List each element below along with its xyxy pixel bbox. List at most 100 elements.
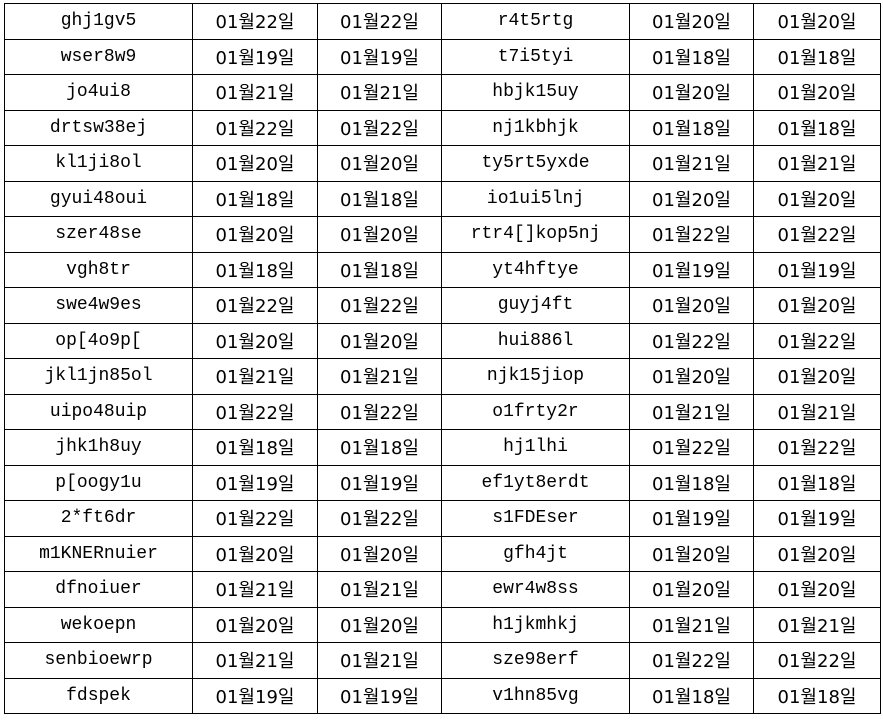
code-cell[interactable]: guyj4ft xyxy=(441,287,630,324)
date-cell[interactable]: 01월19일 xyxy=(192,464,318,501)
code-cell[interactable]: swe4w9es xyxy=(4,287,193,324)
date-cell[interactable]: 01월18일 xyxy=(192,429,318,466)
date-cell[interactable]: 01월19일 xyxy=(629,500,754,537)
code-cell[interactable]: io1ui5lnj xyxy=(441,180,630,217)
code-cell[interactable]: jkl1jn85ol xyxy=(4,358,193,395)
code-cell[interactable]: ty5rt5yxde xyxy=(441,145,630,182)
date-cell[interactable]: 01월20일 xyxy=(317,145,442,182)
date-cell[interactable]: 01월20일 xyxy=(317,606,442,643)
date-cell[interactable]: 01월21일 xyxy=(753,606,881,643)
date-cell[interactable]: 01월21일 xyxy=(192,571,318,608)
date-cell[interactable]: 01월20일 xyxy=(192,145,318,182)
date-cell[interactable]: 01월21일 xyxy=(629,606,754,643)
date-cell[interactable]: 01월20일 xyxy=(192,535,318,572)
date-cell[interactable]: 01월22일 xyxy=(192,393,318,430)
code-cell[interactable]: kl1ji8ol xyxy=(4,145,193,182)
date-cell[interactable]: 01월21일 xyxy=(317,358,442,395)
date-cell[interactable]: 01월22일 xyxy=(629,322,754,359)
date-cell[interactable]: 01월20일 xyxy=(317,216,442,253)
date-cell[interactable]: 01월19일 xyxy=(753,251,881,288)
date-cell[interactable]: 01월22일 xyxy=(317,393,442,430)
date-cell[interactable]: 01월20일 xyxy=(629,287,754,324)
date-cell[interactable]: 01월22일 xyxy=(753,642,881,679)
date-cell[interactable]: 01월22일 xyxy=(317,109,442,146)
code-cell[interactable]: sze98erf xyxy=(441,642,630,679)
date-cell[interactable]: 01월20일 xyxy=(753,3,881,40)
date-cell[interactable]: 01월19일 xyxy=(317,677,442,714)
date-cell[interactable]: 01월22일 xyxy=(317,500,442,537)
date-cell[interactable]: 01월22일 xyxy=(629,642,754,679)
code-cell[interactable]: njk15jiop xyxy=(441,358,630,395)
code-cell[interactable]: ef1yt8erdt xyxy=(441,464,630,501)
date-cell[interactable]: 01월22일 xyxy=(192,500,318,537)
date-cell[interactable]: 01월20일 xyxy=(192,322,318,359)
date-cell[interactable]: 01월20일 xyxy=(753,180,881,217)
date-cell[interactable]: 01월19일 xyxy=(629,251,754,288)
date-cell[interactable]: 01월22일 xyxy=(753,216,881,253)
date-cell[interactable]: 01월20일 xyxy=(629,571,754,608)
date-cell[interactable]: 01월18일 xyxy=(192,251,318,288)
code-cell[interactable]: rtr4[]kop5nj xyxy=(441,216,630,253)
date-cell[interactable]: 01월22일 xyxy=(317,3,442,40)
code-cell[interactable]: wser8w9 xyxy=(4,38,193,75)
date-cell[interactable]: 01월18일 xyxy=(629,677,754,714)
date-cell[interactable]: 01월20일 xyxy=(753,74,881,111)
code-cell[interactable]: hbjk15uy xyxy=(441,74,630,111)
date-cell[interactable]: 01월20일 xyxy=(629,180,754,217)
code-cell[interactable]: jo4ui8 xyxy=(4,74,193,111)
date-cell[interactable]: 01월18일 xyxy=(317,180,442,217)
code-cell[interactable]: r4t5rtg xyxy=(441,3,630,40)
code-cell[interactable]: gyui48oui xyxy=(4,180,193,217)
code-cell[interactable]: t7i5tyi xyxy=(441,38,630,75)
code-cell[interactable]: s1FDEser xyxy=(441,500,630,537)
code-cell[interactable]: wekoepn xyxy=(4,606,193,643)
code-cell[interactable]: jhk1h8uy xyxy=(4,429,193,466)
date-cell[interactable]: 01월18일 xyxy=(753,38,881,75)
date-cell[interactable]: 01월18일 xyxy=(753,677,881,714)
code-cell[interactable]: op[4o9p[ xyxy=(4,322,193,359)
date-cell[interactable]: 01월19일 xyxy=(192,677,318,714)
date-cell[interactable]: 01월18일 xyxy=(629,464,754,501)
date-cell[interactable]: 01월22일 xyxy=(753,322,881,359)
date-cell[interactable]: 01월21일 xyxy=(629,145,754,182)
date-cell[interactable]: 01월20일 xyxy=(753,571,881,608)
date-cell[interactable]: 01월21일 xyxy=(317,642,442,679)
date-cell[interactable]: 01월21일 xyxy=(629,393,754,430)
date-cell[interactable]: 01월21일 xyxy=(192,642,318,679)
date-cell[interactable]: 01월20일 xyxy=(192,216,318,253)
code-cell[interactable]: p[oogy1u xyxy=(4,464,193,501)
code-cell[interactable]: yt4hftye xyxy=(441,251,630,288)
date-cell[interactable]: 01월18일 xyxy=(192,180,318,217)
date-cell[interactable]: 01월20일 xyxy=(317,535,442,572)
date-cell[interactable]: 01월22일 xyxy=(317,287,442,324)
code-cell[interactable]: gfh4jt xyxy=(441,535,630,572)
code-cell[interactable]: szer48se xyxy=(4,216,193,253)
code-cell[interactable]: v1hn85vg xyxy=(441,677,630,714)
date-cell[interactable]: 01월22일 xyxy=(753,429,881,466)
date-cell[interactable]: 01월22일 xyxy=(192,109,318,146)
date-cell[interactable]: 01월20일 xyxy=(753,358,881,395)
date-cell[interactable]: 01월19일 xyxy=(317,38,442,75)
date-cell[interactable]: 01월21일 xyxy=(317,74,442,111)
date-cell[interactable]: 01월18일 xyxy=(317,429,442,466)
date-cell[interactable]: 01월22일 xyxy=(629,429,754,466)
date-cell[interactable]: 01월22일 xyxy=(192,287,318,324)
code-cell[interactable]: fdspek xyxy=(4,677,193,714)
code-cell[interactable]: h1jkmhkj xyxy=(441,606,630,643)
date-cell[interactable]: 01월20일 xyxy=(753,535,881,572)
date-cell[interactable]: 01월21일 xyxy=(753,393,881,430)
date-cell[interactable]: 01월20일 xyxy=(753,287,881,324)
code-cell[interactable]: o1frty2r xyxy=(441,393,630,430)
date-cell[interactable]: 01월18일 xyxy=(753,109,881,146)
code-cell[interactable]: vgh8tr xyxy=(4,251,193,288)
date-cell[interactable]: 01월20일 xyxy=(629,358,754,395)
date-cell[interactable]: 01월21일 xyxy=(317,571,442,608)
date-cell[interactable]: 01월22일 xyxy=(629,216,754,253)
date-cell[interactable]: 01월21일 xyxy=(753,145,881,182)
code-cell[interactable]: drtsw38ej xyxy=(4,109,193,146)
code-cell[interactable]: senbioewrp xyxy=(4,642,193,679)
date-cell[interactable]: 01월21일 xyxy=(192,358,318,395)
date-cell[interactable]: 01월20일 xyxy=(629,535,754,572)
code-cell[interactable]: dfnoiuer xyxy=(4,571,193,608)
code-cell[interactable]: ewr4w8ss xyxy=(441,571,630,608)
